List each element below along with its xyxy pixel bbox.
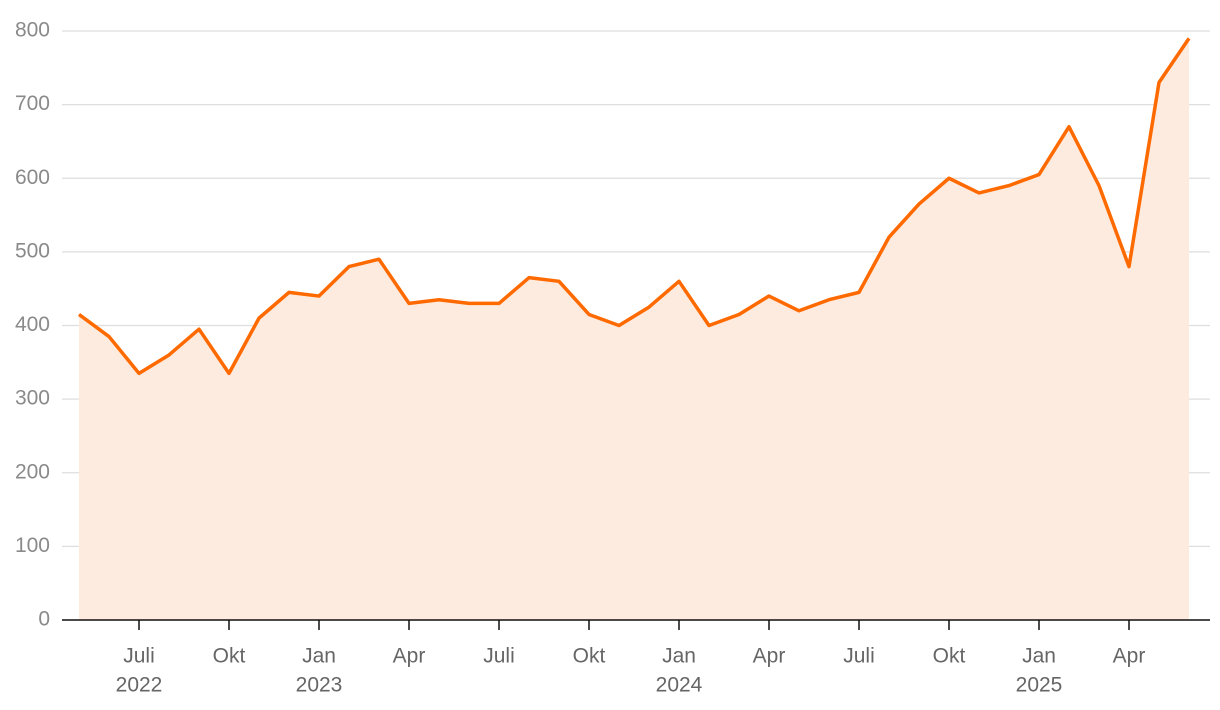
x-tick-label: Apr — [753, 645, 786, 668]
x-tick-label: Okt — [933, 645, 966, 668]
x-tick-label: Apr — [393, 645, 426, 668]
x-tick-label: Juli — [483, 645, 515, 668]
x-tick-label: Jan — [662, 645, 696, 668]
x-tick-label: Jan — [1022, 645, 1056, 668]
x-year-label: 2025 — [1016, 674, 1063, 697]
y-tick-label: 800 — [15, 19, 50, 42]
y-tick-label: 700 — [15, 92, 50, 115]
x-tick-label: Okt — [213, 645, 246, 668]
x-tick-label: Apr — [1113, 645, 1146, 668]
y-tick-label: 300 — [15, 387, 50, 410]
x-year-label: 2023 — [296, 674, 343, 697]
y-tick-label: 600 — [15, 166, 50, 189]
y-tick-label: 0 — [38, 608, 50, 631]
y-tick-label: 500 — [15, 239, 50, 262]
y-tick-label: 200 — [15, 460, 50, 483]
line — [77, 37, 1191, 376]
area — [79, 38, 1189, 621]
x-tick-label: Juli — [123, 645, 155, 668]
x-tick-label: Juli — [843, 645, 875, 668]
y-tick-label: 400 — [15, 313, 50, 336]
x-tick-label: Okt — [573, 645, 606, 668]
x-year-label: 2022 — [116, 674, 163, 697]
x-year-label: 2024 — [656, 674, 703, 697]
y-tick-label: 100 — [15, 534, 50, 557]
x-tick-label: Jan — [302, 645, 336, 668]
